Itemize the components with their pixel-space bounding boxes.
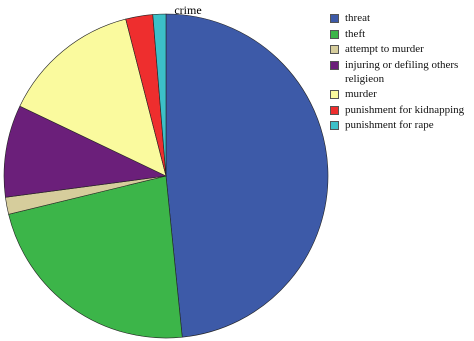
legend-label: theft xyxy=(345,27,366,40)
legend-label: threat xyxy=(345,12,371,24)
pie-slice xyxy=(19,18,167,177)
legend-swatch xyxy=(330,14,339,23)
legend-label: attempt to murder xyxy=(345,43,424,55)
legend: threat theft attempt to murder injuring or … xyxy=(330,11,472,134)
pie-slice xyxy=(152,13,167,177)
legend-label: punishment for rape xyxy=(345,119,434,131)
legend-item: murder xyxy=(330,87,472,101)
legend-swatch xyxy=(330,29,339,39)
legend-swatch xyxy=(330,105,339,115)
legend-item: punishment for kidnapping xyxy=(330,103,472,117)
legend-item: theft xyxy=(330,27,472,41)
legend-swatch xyxy=(330,90,339,99)
legend-label: murder xyxy=(345,88,377,100)
legend-label: injuring or defiling others religieon xyxy=(345,58,459,85)
legend-swatch xyxy=(330,121,339,130)
pie-slice xyxy=(8,175,183,339)
legend-swatch xyxy=(330,45,339,54)
pie-slice xyxy=(3,105,168,198)
legend-swatch xyxy=(330,60,339,70)
legend-item: injuring or defiling others religieon xyxy=(330,58,472,86)
chart-title: crime xyxy=(174,3,201,17)
pie-slice xyxy=(165,13,329,338)
legend-item: threat xyxy=(330,11,472,25)
legend-label: punishment for kidnapping xyxy=(345,103,465,116)
legend-item: punishment for rape xyxy=(330,118,472,132)
legend-item: attempt to murder xyxy=(330,42,472,56)
